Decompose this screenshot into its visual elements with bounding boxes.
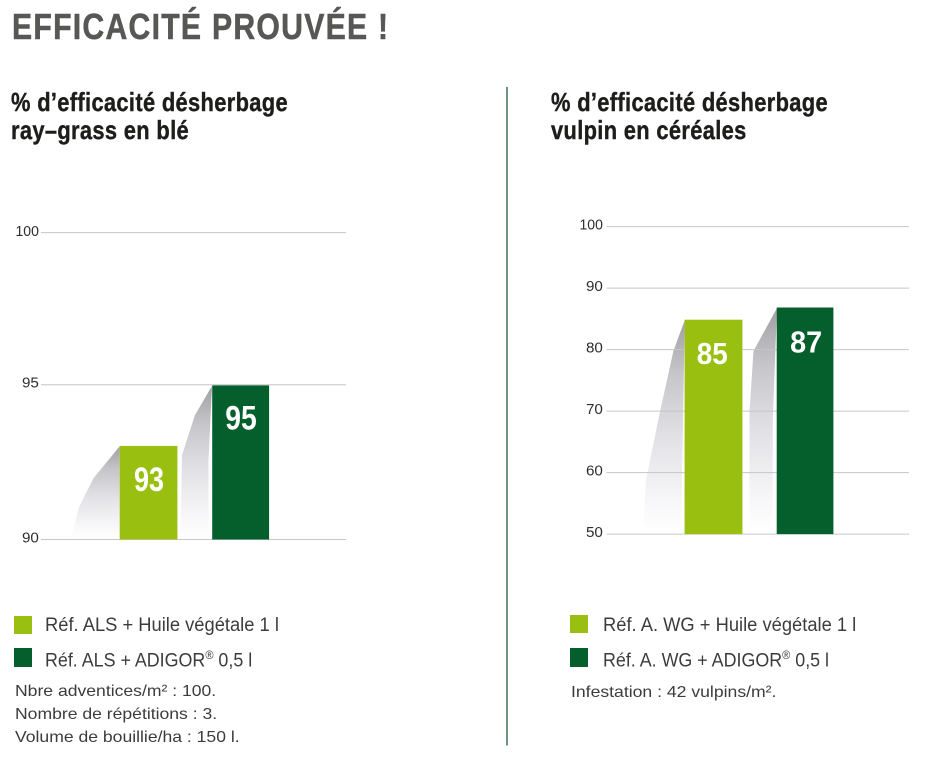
svg-text:100: 100: [580, 217, 603, 234]
svg-text:90: 90: [22, 530, 39, 547]
svg-text:50: 50: [586, 524, 603, 541]
svg-text:95: 95: [22, 375, 39, 392]
svg-text:90: 90: [586, 278, 603, 295]
svg-text:60: 60: [586, 463, 603, 480]
svg-text:87: 87: [790, 326, 822, 360]
svg-text:95: 95: [225, 400, 257, 438]
svg-text:80: 80: [586, 340, 603, 357]
svg-text:70: 70: [586, 401, 603, 418]
svg-text:85: 85: [697, 337, 728, 371]
svg-text:100: 100: [16, 223, 39, 240]
svg-text:93: 93: [134, 461, 164, 499]
